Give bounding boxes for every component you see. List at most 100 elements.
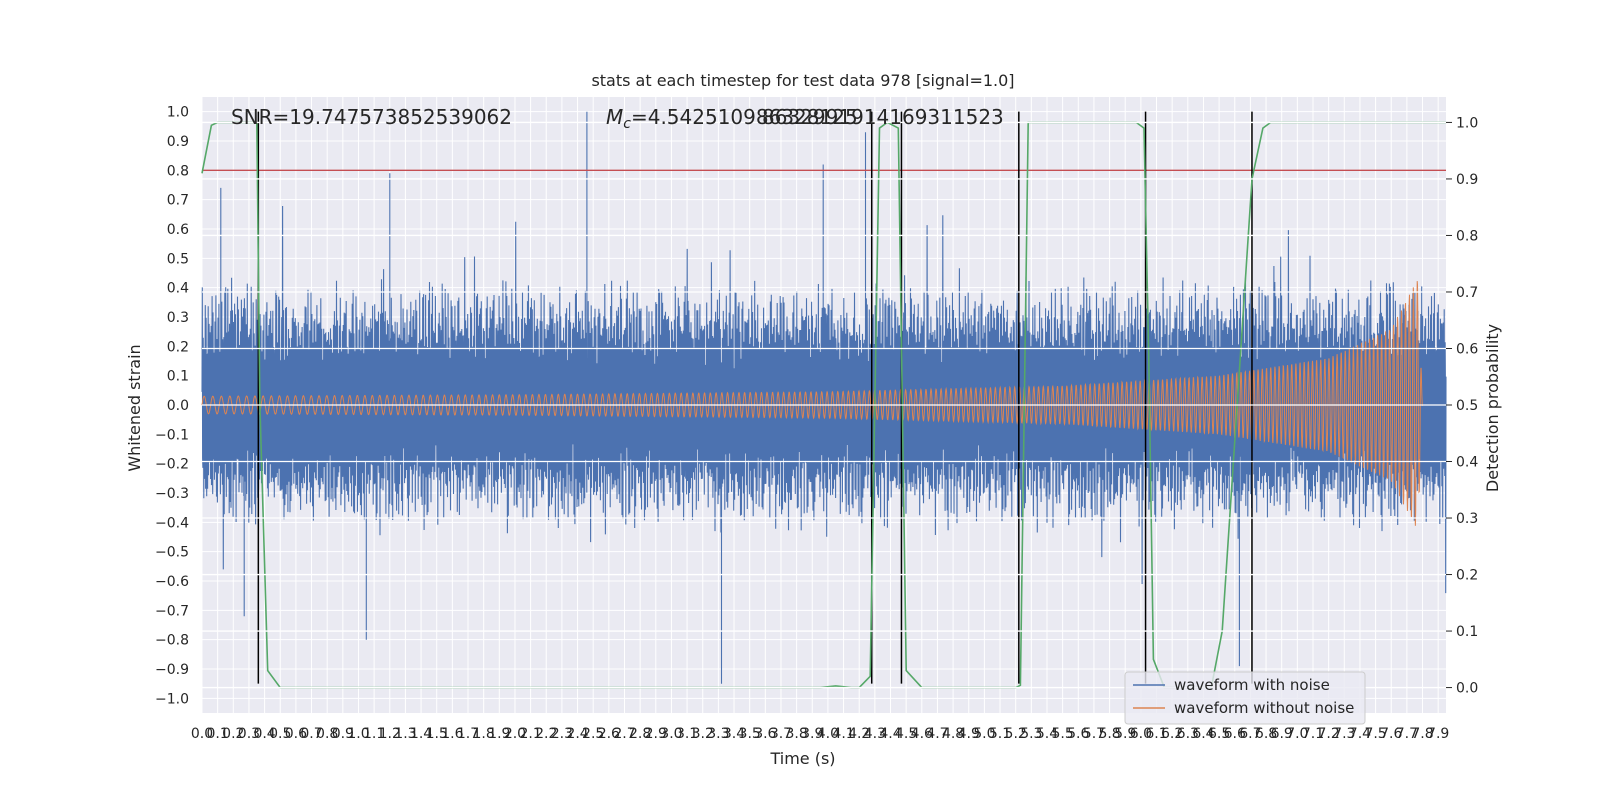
y-tick-label: 0.0 — [167, 398, 189, 414]
x-tick-label: 2.4 — [566, 726, 588, 742]
x-tick-label: 4.7 — [926, 726, 948, 742]
x-tick-label: 7.3 — [1333, 726, 1355, 742]
y-tick-label: 0.5 — [167, 251, 189, 267]
x-tick-label: 0.3 — [238, 726, 260, 742]
x-tick-label: 6.5 — [1208, 726, 1230, 742]
y2-tick-label: 1.0 — [1456, 115, 1478, 131]
y2-tick-label: 0.7 — [1456, 285, 1478, 301]
x-tick-label: 4.2 — [848, 726, 870, 742]
y-tick-label: −0.8 — [155, 633, 189, 649]
y-tick-label: 0.9 — [167, 134, 189, 150]
x-tick-label: 1.9 — [488, 726, 510, 742]
x-tick-label: 6.8 — [1255, 726, 1277, 742]
x-tick-label: 5.2 — [1005, 726, 1027, 742]
x-tick-label: 3.1 — [676, 726, 698, 742]
series-detection-probability — [201, 121, 1446, 689]
y-tick-label: −0.7 — [155, 603, 189, 619]
x-tick-label: 1.6 — [441, 726, 463, 742]
legend-label-clean: waveform without noise — [1174, 699, 1354, 717]
x-tick-label: 5.8 — [1098, 726, 1120, 742]
x-tick-label: 6.7 — [1239, 726, 1261, 742]
x-tick-label: 2.9 — [645, 726, 667, 742]
x-tick-label: 2.8 — [629, 726, 651, 742]
x-tick-label: 7.8 — [1411, 726, 1433, 742]
x-tick-label: 0.2 — [222, 726, 244, 742]
x-tick-label: 5.4 — [1036, 726, 1058, 742]
x-tick-label: 0.6 — [285, 726, 307, 742]
chirp-mass-annotation: Mc=4.542510986328125 — [606, 105, 858, 132]
x-tick-label: 7.6 — [1380, 726, 1402, 742]
x-tick-label: 4.4 — [879, 726, 901, 742]
y-tick-label: −1.0 — [155, 691, 189, 707]
x-tick-label: 0.8 — [316, 726, 338, 742]
y2-tick-label: 0.9 — [1456, 172, 1478, 188]
y-tick-label: 0.7 — [167, 193, 189, 209]
x-tick-label: 2.0 — [504, 726, 526, 742]
y2-axis-label: Detection probability — [1483, 324, 1502, 492]
x-tick-label: 6.2 — [1161, 726, 1183, 742]
x-tick-label: 7.0 — [1286, 726, 1308, 742]
y2-tick-label: 0.1 — [1456, 624, 1478, 640]
legend: waveform with noise waveform without noi… — [1124, 671, 1366, 725]
x-tick-label: 1.3 — [394, 726, 416, 742]
x-tick-label: 6.6 — [1224, 726, 1246, 742]
x-tick-label: 1.8 — [473, 726, 495, 742]
x-tick-label: 3.5 — [739, 726, 761, 742]
y-tick-label: 1.0 — [167, 105, 189, 121]
y2-tick-label: 0.3 — [1456, 511, 1478, 527]
x-tick-label: 4.0 — [817, 726, 839, 742]
y-tick-label: −0.5 — [155, 545, 189, 561]
x-tick-label: 2.7 — [613, 726, 635, 742]
x-tick-label: 0.5 — [269, 726, 291, 742]
x-tick-label: 3.4 — [723, 726, 745, 742]
x-tick-label: 1.1 — [363, 726, 385, 742]
y-tick-label: −0.2 — [155, 457, 189, 473]
x-tick-label: 4.1 — [832, 726, 854, 742]
y-axis-label: Whitened strain — [125, 344, 144, 471]
x-tick-label: 3.9 — [801, 726, 823, 742]
y-tick-label: 0.6 — [167, 222, 189, 238]
x-tick-label: 7.9 — [1427, 726, 1449, 742]
x-tick-label: 0.0 — [191, 726, 213, 742]
x-tick-label: 4.6 — [911, 726, 933, 742]
y-tick-label: 0.3 — [167, 310, 189, 326]
x-tick-label: 0.1 — [207, 726, 229, 742]
x-tick-label: 5.1 — [989, 726, 1011, 742]
x-tick-label: 6.0 — [1130, 726, 1152, 742]
chirp-mass-value: =4.542510986328125 — [631, 105, 858, 129]
y-tick-label: 0.2 — [167, 339, 189, 355]
x-tick-label: 6.9 — [1271, 726, 1293, 742]
y2-tick-label: 0.6 — [1456, 341, 1478, 357]
legend-box — [1124, 671, 1366, 725]
x-tick-label: 2.2 — [535, 726, 557, 742]
legend-label-noise: waveform with noise — [1174, 676, 1330, 694]
chart-title: stats at each timestep for test data 978… — [591, 71, 1014, 90]
x-tick-label: 6.4 — [1192, 726, 1214, 742]
y-tick-label: 0.1 — [167, 369, 189, 385]
x-tick-label: 7.4 — [1349, 726, 1371, 742]
x-tick-label: 0.7 — [300, 726, 322, 742]
x-tick-label: 2.5 — [582, 726, 604, 742]
y-tick-label: −0.1 — [155, 427, 189, 443]
x-tick-label: 1.7 — [457, 726, 479, 742]
series-waveform-without-noise — [201, 281, 1446, 526]
y-tick-label: −0.4 — [155, 515, 189, 531]
y2-tick-label: 0.2 — [1456, 568, 1478, 584]
chirp-mass-symbol: M — [606, 105, 623, 129]
y-tick-label: −0.6 — [155, 574, 189, 590]
x-tick-label: 3.7 — [770, 726, 792, 742]
y2-tick-label: 0.4 — [1456, 455, 1478, 471]
x-tick-label: 0.9 — [332, 726, 354, 742]
x-tick-label: 7.1 — [1302, 726, 1324, 742]
y2-tick-label: 0.8 — [1456, 228, 1478, 244]
x-tick-label: 6.1 — [1145, 726, 1167, 742]
x-tick-label: 2.1 — [519, 726, 541, 742]
x-axis-label: Time (s) — [769, 749, 835, 768]
x-tick-label: 6.3 — [1177, 726, 1199, 742]
x-tick-label: 4.9 — [958, 726, 980, 742]
x-tick-label: 7.2 — [1318, 726, 1340, 742]
x-tick-label: 5.3 — [1020, 726, 1042, 742]
overlap-annotation: 8632991914169311523 — [762, 105, 1004, 129]
y2-tick-label: 0.5 — [1456, 398, 1478, 414]
snr-annotation: SNR=19.747573852539062 — [231, 105, 512, 129]
